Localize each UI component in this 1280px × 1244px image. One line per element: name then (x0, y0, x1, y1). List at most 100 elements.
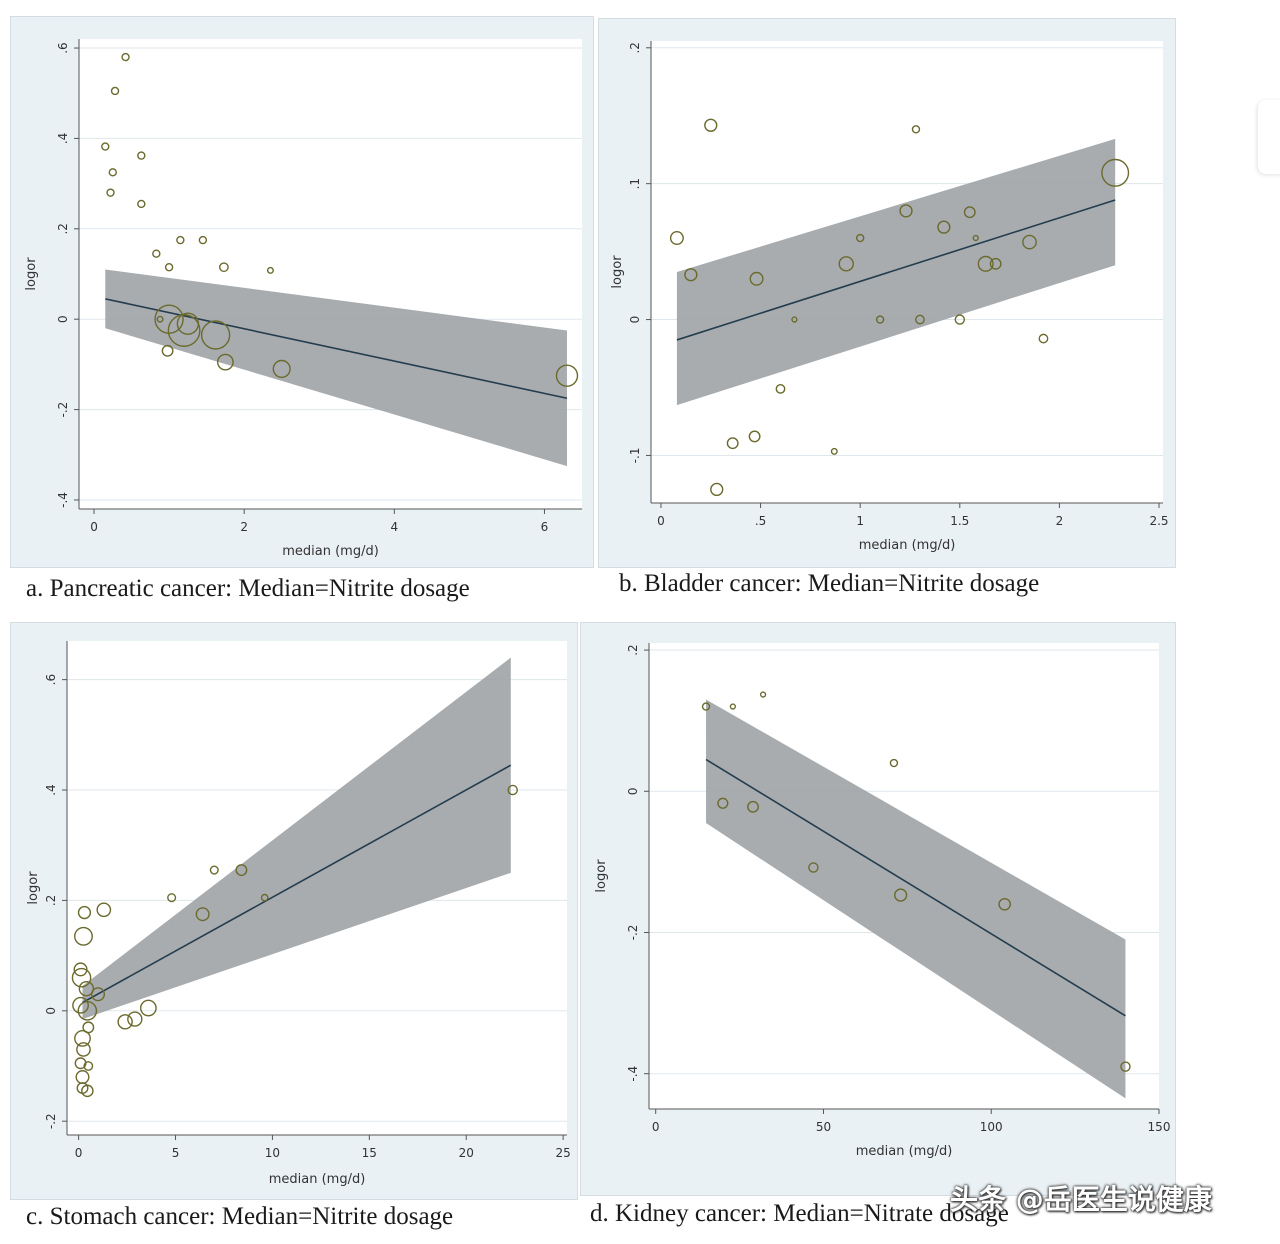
y-tick-label: .1 (628, 178, 642, 189)
data-point (937, 220, 951, 234)
data-point (701, 702, 711, 711)
data-point (759, 691, 767, 698)
confidence-band (676, 138, 1116, 406)
y-tick-label: .4 (44, 784, 58, 795)
data-point (117, 1014, 133, 1030)
chart-pancreatic: -.4 -.2 0 .2 .4 .6 0 2 4 6 median (mg/d) logor (24, 39, 582, 559)
y-axis-label: logor (594, 859, 609, 893)
chart-panel-a: -.4 -.2 0 .2 .4 .6 0 2 4 6 median (mg/d) logor (10, 16, 594, 568)
x-tick-label: 20 (459, 1146, 474, 1160)
data-point (717, 797, 729, 809)
x-tick-label: 0 (652, 1120, 660, 1134)
data-point (200, 320, 231, 350)
x-tick-label: 0 (90, 520, 98, 534)
chart-kidney: -.4 -.2 0 .2 0 50 100 150 median (mg/d) logor (594, 643, 1171, 1159)
x-axis-label: median (mg/d) (856, 1144, 953, 1159)
data-point (74, 926, 93, 946)
data-point (137, 199, 146, 209)
data-point (77, 905, 92, 920)
data-point (83, 1061, 94, 1071)
data-point (91, 987, 106, 1002)
data-point (74, 1030, 91, 1047)
data-point (81, 1084, 94, 1098)
data-point (218, 262, 229, 273)
data-point (260, 893, 269, 902)
side-scroll-tab[interactable] (1258, 100, 1280, 174)
y-tick-label: 0 (626, 787, 640, 795)
data-point (272, 359, 291, 379)
data-point (875, 315, 885, 324)
data-point (1022, 234, 1037, 250)
fit-line (676, 199, 1116, 341)
data-point (209, 865, 219, 875)
data-point (972, 234, 979, 242)
y-tick-label: -.2 (44, 1113, 58, 1129)
data-point (915, 314, 925, 325)
y-tick-label: -.1 (628, 448, 642, 464)
x-tick-label: 2 (1056, 514, 1064, 528)
x-tick-label: 5 (172, 1146, 180, 1160)
confidence-band (105, 269, 567, 467)
y-axis-label: logor (26, 871, 41, 905)
data-point (76, 1042, 91, 1057)
y-tick-label: 0 (56, 315, 70, 323)
data-point (198, 235, 208, 245)
data-point (96, 902, 112, 918)
data-point (121, 52, 130, 62)
x-tick-label: 100 (980, 1120, 1003, 1134)
x-tick-label: 150 (1148, 1120, 1171, 1134)
data-point (167, 314, 201, 347)
y-tick-label: .2 (628, 42, 642, 53)
data-point (954, 314, 966, 325)
caption-c: c. Stomach cancer: Median=Nitrite dosage (26, 1203, 454, 1230)
data-point (73, 962, 88, 977)
data-point (808, 862, 819, 873)
y-tick-label: -.2 (626, 925, 640, 941)
x-tick-label: 2.5 (1149, 514, 1168, 528)
caption-b: b. Bladder cancer: Median=Nitrite dosage (619, 570, 1040, 597)
caption-d: d. Kidney cancer: Median=Nitrate dosage (590, 1200, 1009, 1227)
data-point (164, 263, 174, 272)
data-point (775, 383, 786, 394)
data-point (893, 888, 908, 902)
y-tick-label: -.4 (626, 1066, 640, 1082)
y-tick-label: .6 (56, 42, 70, 53)
data-point (838, 256, 854, 272)
data-point (1120, 1061, 1131, 1072)
y-tick-label: 0 (44, 1007, 58, 1015)
data-point (101, 142, 110, 151)
data-point (726, 437, 739, 450)
data-point (82, 1021, 95, 1034)
caption-a: a. Pancreatic cancer: Median=Nitrite dos… (26, 575, 470, 602)
data-point (507, 784, 518, 796)
x-axis-label: median (mg/d) (269, 1172, 366, 1187)
fit-line (705, 758, 1126, 1017)
chart-bladder: -.1 0 .1 .2 0 .5 1 1.5 2 2.5 median (mg/d) logor (610, 41, 1169, 553)
watermark-text: 头条 @岳医生说健康 (950, 1183, 1212, 1216)
data-point (71, 967, 92, 988)
data-point (167, 893, 177, 903)
y-tick-label: 0 (628, 316, 642, 324)
y-axis-label: logor (610, 255, 625, 289)
data-point (791, 316, 798, 323)
data-point (161, 344, 174, 357)
data-point (137, 151, 146, 160)
y-tick-label: -.2 (56, 402, 70, 418)
chart-stomach: -.2 0 .2 .4 .6 0 5 10 15 20 25 median (mg/d) logor (26, 641, 571, 1187)
data-point (106, 188, 115, 197)
data-point (749, 271, 764, 286)
fit-line (82, 764, 512, 1004)
data-point (830, 447, 838, 455)
data-point (998, 897, 1011, 911)
data-point (152, 249, 161, 258)
x-axis-label: median (mg/d) (282, 544, 379, 559)
x-tick-label: 0 (657, 514, 665, 528)
data-point (684, 268, 698, 282)
y-tick-label: -.4 (56, 492, 70, 508)
data-point (911, 125, 921, 134)
y-tick-label: .2 (626, 644, 640, 655)
x-tick-label: 1.5 (950, 514, 969, 528)
chart-panel-d: -.4 -.2 0 .2 0 50 100 150 median (mg/d) logor (580, 622, 1176, 1196)
data-point (855, 233, 865, 243)
x-tick-label: 1 (856, 514, 864, 528)
